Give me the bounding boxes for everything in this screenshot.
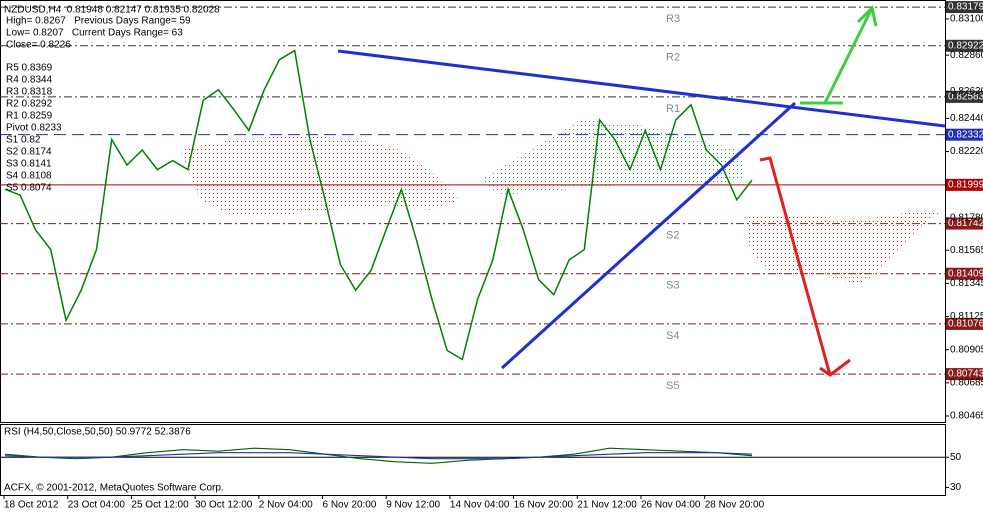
level-name: S5	[666, 380, 679, 392]
pivot-label: Pivot 0.8233	[6, 123, 62, 134]
chart-title: NZDUSD,H4 0.81948 0.82147 0.81935 0.8202…	[4, 5, 220, 16]
y-tick-label: 0.80685	[950, 377, 983, 388]
price-line	[4, 49, 753, 361]
level-price: 0.81742	[948, 218, 983, 229]
level-name: S2	[666, 229, 679, 241]
level-price-box	[946, 178, 983, 191]
y-tick-label: 0.82220	[950, 146, 983, 157]
level-name: R3	[666, 13, 680, 25]
level-price-box	[946, 128, 983, 141]
y-tick-label: 0.82620	[950, 86, 983, 97]
level-name: S4	[666, 330, 679, 342]
x-tick-label: 21 Nov 12:00	[577, 500, 637, 511]
pivot-label: S2 0.8174	[6, 147, 52, 158]
level-price: 0.83179	[948, 2, 983, 13]
x-tick-label: 26 Nov 04:00	[641, 500, 701, 511]
level-price-box	[946, 217, 983, 230]
info-line: Close= 0.8226	[6, 40, 71, 51]
y-tick-label: 0.81565	[950, 245, 983, 256]
x-tick-label: 25 Oct 12:00	[131, 500, 189, 511]
trend-line	[500, 101, 797, 370]
level-price: 0.81999	[948, 179, 983, 190]
pivot-label: R1 0.8259	[6, 111, 53, 122]
pivot-label: S4 0.8108	[6, 171, 52, 182]
x-tick-label: 18 Oct 2012	[4, 500, 59, 511]
pivot-label: R3 0.8318	[6, 87, 53, 98]
cloud	[480, 120, 745, 195]
level-price-box	[946, 1, 983, 14]
x-tick-label: 6 Nov 20:00	[323, 500, 377, 511]
pivot-label: S3 0.8141	[6, 159, 52, 170]
y-tick-label: 0.82440	[950, 113, 983, 124]
pivot-label: S5 0.8074	[6, 183, 52, 194]
level-price: 0.81076	[948, 319, 983, 330]
pivot-label: R5 0.8369	[6, 63, 53, 74]
pivot-label: R4 0.8344	[6, 75, 53, 86]
arrow-head	[856, 5, 878, 27]
y-tick-label: 30	[950, 482, 962, 493]
level-price: 0.82922	[948, 40, 983, 51]
y-tick-label: 0.80465	[950, 411, 983, 422]
x-tick-label: 23 Oct 04:00	[68, 500, 126, 511]
level-price: 0.81409	[948, 268, 983, 279]
x-tick-label: 30 Oct 12:00	[195, 500, 253, 511]
cloud	[180, 135, 460, 215]
level-price-box	[946, 368, 983, 381]
x-tick-label: 16 Nov 20:00	[514, 500, 574, 511]
level-price-box	[946, 267, 983, 280]
rsi-line	[4, 452, 753, 460]
y-tick-label: 0.81125	[950, 311, 983, 322]
arrow-head	[819, 358, 851, 377]
main-plot-frame	[0, 0, 946, 423]
level-name: S3	[666, 280, 679, 292]
level-name: R1	[666, 103, 680, 115]
info-line: Low= 0.8207 Current Days Range= 63	[6, 28, 183, 39]
level-price: 0.80743	[948, 369, 983, 380]
level-price-box	[946, 39, 983, 52]
pivot-label: R2 0.8292	[6, 99, 53, 110]
pivot-label: S1 0.82	[6, 135, 41, 146]
y-tick-label: 0.81780	[950, 212, 983, 223]
rsi-plot-frame	[0, 424, 946, 496]
cloud	[745, 212, 940, 285]
y-tick-label: 0.80905	[950, 344, 983, 355]
copyright: ACFX, © 2001-2012, MetaQuotes Software C…	[4, 483, 224, 494]
level-price: 0.82332	[948, 129, 983, 140]
level-price-box	[946, 90, 983, 103]
x-tick-label: 2 Nov 04:00	[259, 500, 313, 511]
y-tick-label: 50	[950, 452, 962, 463]
y-tick-label: 0.83100	[950, 14, 983, 25]
info-line: High= 0.8267 Previous Days Range= 59	[6, 16, 191, 27]
y-tick-label: 0.82860	[950, 50, 983, 61]
y-tick-label: 0.81345	[950, 278, 983, 289]
x-tick-label: 14 Nov 04:00	[450, 500, 510, 511]
x-tick-label: 9 Nov 12:00	[386, 500, 440, 511]
rsi-line	[4, 447, 753, 464]
x-tick-label: 28 Nov 20:00	[705, 500, 765, 511]
level-price: 0.82583	[948, 92, 983, 103]
arrow	[759, 156, 832, 376]
level-price-box	[946, 317, 983, 330]
level-name: R2	[666, 52, 680, 64]
rsi-title: RSI (H4,50,Close,50,50) 50.9772 52.3876	[4, 427, 191, 438]
trend-line	[337, 49, 946, 128]
